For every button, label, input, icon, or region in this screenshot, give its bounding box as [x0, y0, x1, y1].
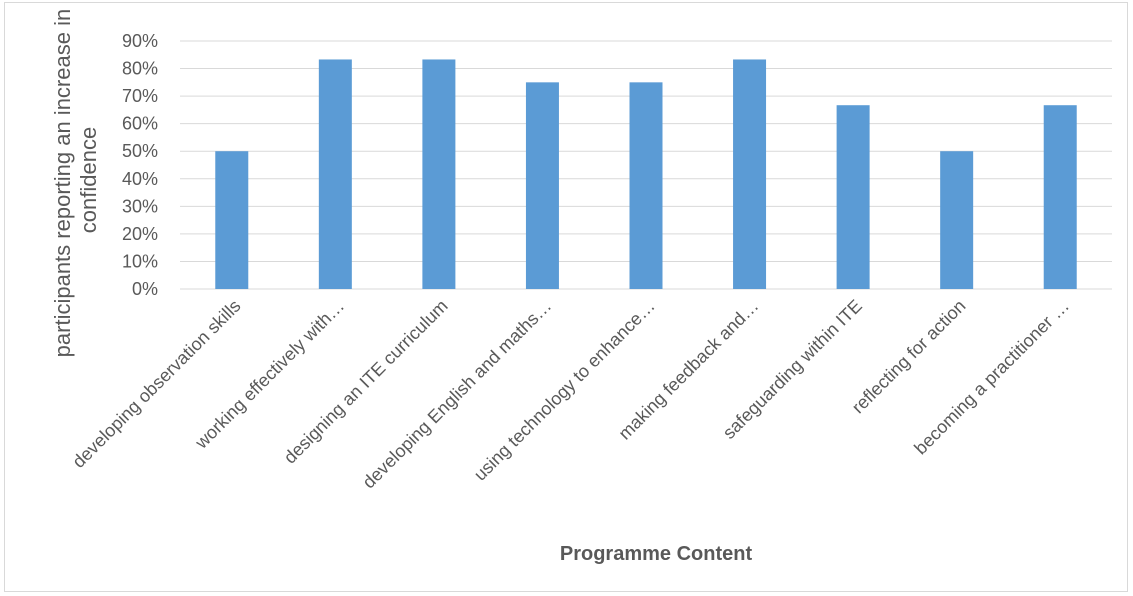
bars: [215, 59, 1077, 290]
y-axis-ticks: 0% 10% 20% 30% 40% 50% 60% 70% 80% 90%: [122, 31, 158, 299]
x-tick-label: designing an ITE curriculum: [280, 296, 452, 468]
y-tick-label: 0%: [132, 279, 158, 299]
bar: [733, 59, 767, 290]
y-tick-label: 50%: [122, 141, 158, 161]
x-tick-label: developing English and maths…: [359, 296, 556, 493]
y-tick-label: 40%: [122, 169, 158, 189]
bar: [940, 151, 974, 289]
y-tick-label: 80%: [122, 59, 158, 79]
bar: [836, 105, 870, 290]
bar: [422, 59, 456, 290]
y-tick-label: 20%: [122, 224, 158, 244]
y-axis-label: participants reporting an increase in co…: [50, 3, 101, 358]
bar: [318, 59, 352, 290]
bar: [525, 82, 559, 289]
bar: [629, 82, 663, 289]
bar: [1043, 105, 1077, 290]
y-axis-label-line-1: participants reporting an increase in: [50, 9, 75, 358]
y-tick-label: 30%: [122, 196, 158, 216]
x-tick-label: using technology to enhance…: [470, 296, 659, 485]
x-tick-label: developing observation skills: [68, 296, 244, 472]
y-tick-label: 60%: [122, 114, 158, 134]
y-tick-label: 90%: [122, 31, 158, 51]
x-tick-label: reflecting for action: [848, 296, 970, 418]
x-axis-label: Programme Content: [560, 543, 753, 565]
y-axis-label-line-2: confidence: [76, 127, 101, 233]
chart-frame: [4, 2, 1128, 592]
y-tick-label: 70%: [122, 86, 158, 106]
y-tick-label: 10%: [122, 251, 158, 271]
bar: [215, 151, 249, 289]
